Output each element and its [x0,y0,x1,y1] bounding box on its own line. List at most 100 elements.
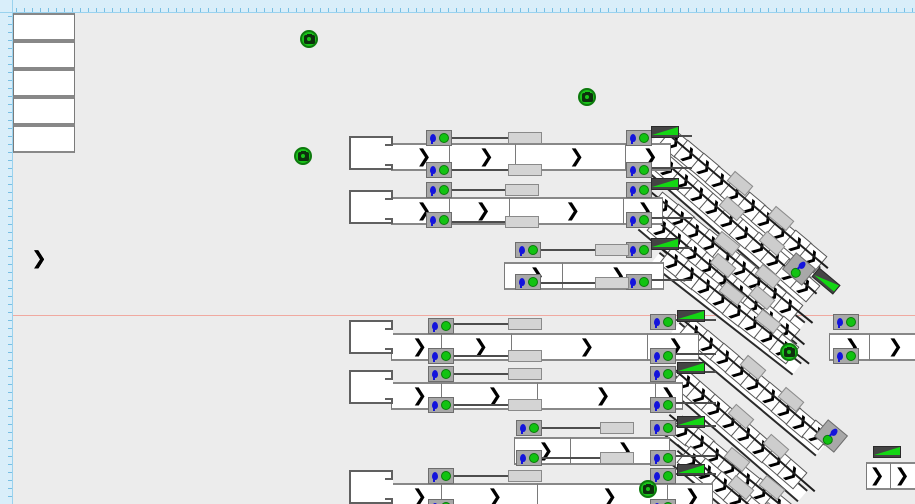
ruler-minor-tick [8,32,12,33]
signal-head-top[interactable] [428,468,454,484]
track-segment-stub[interactable]: ❯ [13,125,75,267]
signal-head-top[interactable] [650,420,676,436]
track-circuit-plate-top[interactable] [508,318,542,330]
route-chip[interactable] [651,178,679,190]
signal-head-bottom[interactable] [516,450,542,466]
signal-head-top[interactable] [426,130,452,146]
track-segment[interactable]: ❯ [890,462,915,490]
track-segment-stub[interactable]: ❯ [13,13,75,267]
track-segment-stub[interactable]: ❯ [13,97,75,267]
track-segment[interactable]: ❯ [866,462,892,490]
sensor-marker[interactable] [578,88,596,106]
buffer-stop-neck [385,478,393,500]
horizontal-ruler[interactable] [0,0,915,13]
signal-head-bottom[interactable] [428,348,454,364]
signal-head-top[interactable] [650,468,676,484]
signal-head-top[interactable] [626,182,652,198]
track-circuit-plate-bottom[interactable] [508,399,542,411]
signal-head-top[interactable] [516,420,542,436]
buffer-stop[interactable] [349,320,393,354]
signal-head-top[interactable] [833,314,859,330]
route-chip[interactable] [651,126,679,138]
track-segment[interactable]: ❯ [869,333,915,361]
signal-green-lamp [638,245,649,255]
signal-connector-wire [452,137,508,139]
ruler-minor-tick [840,8,841,12]
signal-connector-wire [652,217,692,219]
track-circuit-plate-top[interactable] [600,422,634,434]
camera-hood-icon [787,347,792,349]
vertical-ruler[interactable] [0,0,13,504]
signal-connector-wire [652,279,692,281]
track-segment-stub[interactable]: ❯ [13,69,75,267]
layout-canvas[interactable]: ❯ ❯ ❯ ❯ ❯ ❯ ❯ ❯ ❯ ❯ ❯ ❯ ❯ ❯ ❯ ❯ ❯ ❯ ❯ ❯ ❯ ❯ ❯ ❯ ❯ ❯ ❯ ❯ ❯ ❯ ❯ ❯ ❯ ❯ ❯ ❯ ❯ ❯ ❯ ❯… [13,13,915,504]
route-chip[interactable] [651,238,679,250]
signal-head-top[interactable] [650,314,676,330]
signal-head-bottom[interactable] [626,162,652,178]
signal-head-bottom[interactable] [650,450,676,466]
signal-head-top[interactable] [426,182,452,198]
signal-head-top[interactable] [428,318,454,334]
ruler-minor-tick [480,8,481,12]
sensor-marker[interactable] [780,343,798,361]
signal-head-bottom[interactable] [428,397,454,413]
track-segment[interactable]: ❯ [391,333,443,361]
route-chip[interactable] [677,464,705,476]
track-segment[interactable]: ❯ [449,143,517,171]
signal-blue-lamp [429,134,436,144]
track-circuit-plate-bottom[interactable] [508,350,542,362]
route-chip[interactable] [873,446,901,458]
signal-head-bottom[interactable] [428,499,454,504]
signal-head-top[interactable] [650,366,676,382]
buffer-stop[interactable] [349,136,393,170]
track-circuit-plate-bottom[interactable] [595,277,629,289]
signal-head-bottom[interactable] [426,162,452,178]
track-circuit-plate-top[interactable] [508,368,542,380]
signal-head-bottom[interactable] [650,499,676,504]
ruler-minor-tick [208,8,209,12]
signal-head-bottom[interactable] [650,397,676,413]
track-circuit-plate-top[interactable] [505,184,539,196]
route-chip[interactable] [677,310,705,322]
ruler-minor-tick [232,8,233,12]
buffer-stop[interactable] [349,190,393,224]
track-circuit-plate-bottom[interactable] [508,164,542,176]
track-segment[interactable]: ❯ [537,382,657,410]
track-circuit-plate-bottom[interactable] [505,216,539,228]
track-segment-stub[interactable]: ❯ [13,41,75,267]
track-segment[interactable]: ❯ [515,143,627,171]
track-segment[interactable]: ❯ [449,197,511,225]
track-segment[interactable]: ❯ [667,483,713,504]
ruler-minor-tick [320,8,321,12]
signal-head-bottom[interactable] [626,212,652,228]
ruler-minor-tick [680,8,681,12]
route-chip[interactable] [677,362,705,374]
signal-head-top[interactable] [428,366,454,382]
ruler-minor-tick [8,448,12,449]
track-circuit-plate-top[interactable] [508,132,542,144]
track-circuit-plate-bottom[interactable] [600,452,634,464]
ruler-minor-tick [152,8,153,12]
sensor-marker[interactable] [639,480,657,498]
signal-head-top[interactable] [626,242,652,258]
track-circuit-plate-top[interactable] [508,470,542,482]
signal-head-bottom[interactable] [426,212,452,228]
sensor-marker[interactable] [300,30,318,48]
route-chip[interactable] [677,416,705,428]
ruler-minor-tick [8,304,12,305]
signal-connector-wire [676,455,716,457]
signal-head-top[interactable] [515,242,541,258]
signal-green-lamp [440,400,451,410]
signal-head-bottom[interactable] [515,274,541,290]
signal-head-bottom[interactable] [833,348,859,364]
buffer-stop[interactable] [349,370,393,404]
signal-blue-lamp [653,401,660,411]
signal-head-bottom[interactable] [626,274,652,290]
track-circuit-plate-top[interactable] [595,244,629,256]
track-segment[interactable]: ❯ [441,483,539,504]
buffer-stop[interactable] [349,470,393,504]
signal-head-top[interactable] [626,130,652,146]
ruler-minor-tick [352,8,353,12]
sensor-marker[interactable] [294,147,312,165]
signal-head-bottom[interactable] [650,348,676,364]
